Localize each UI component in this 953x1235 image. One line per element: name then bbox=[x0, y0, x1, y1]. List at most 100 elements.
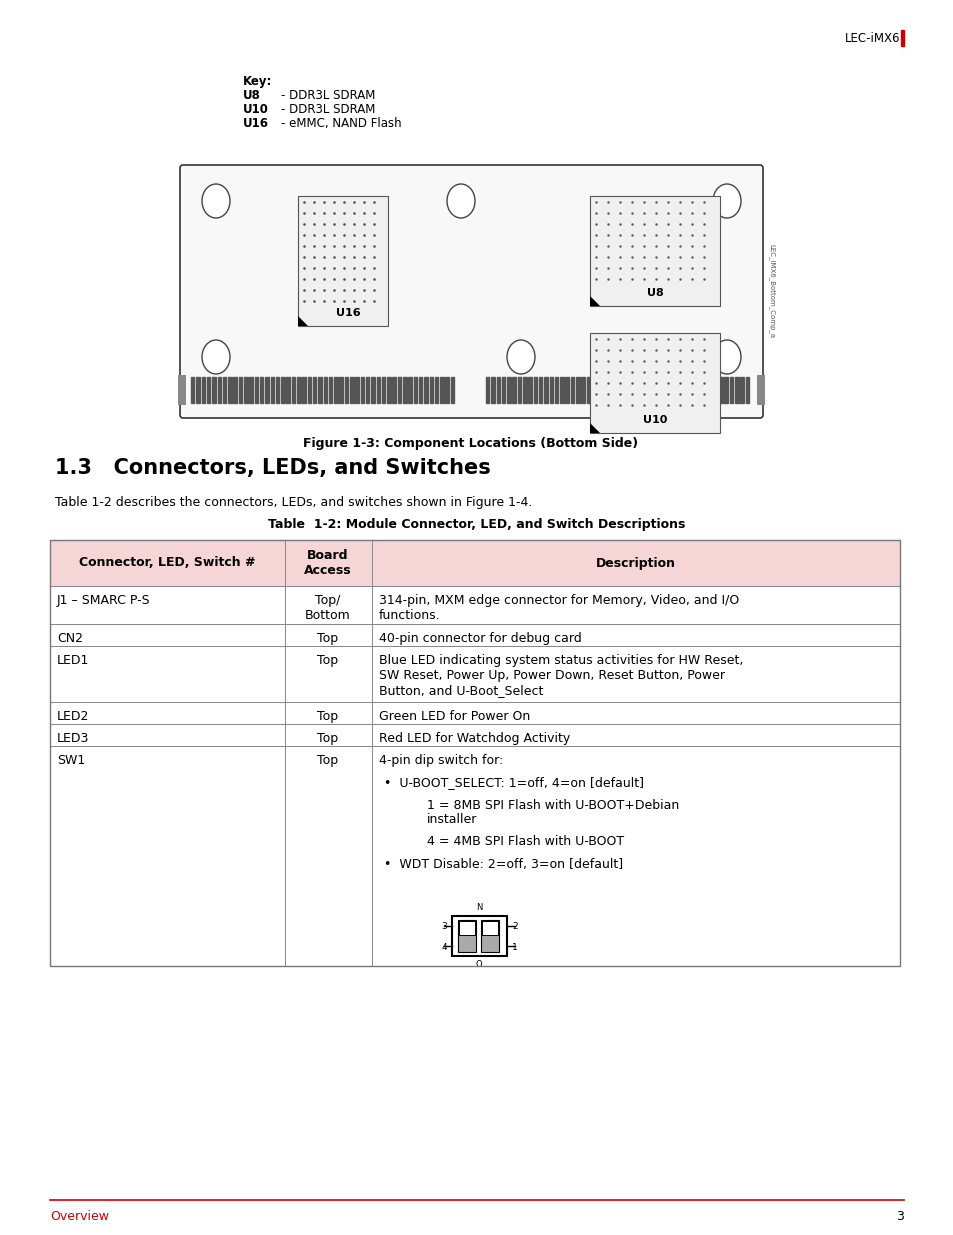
Bar bbox=[381, 377, 385, 403]
Text: Red LED for Watchdog Activity: Red LED for Watchdog Activity bbox=[378, 732, 570, 745]
Text: LED2: LED2 bbox=[57, 710, 90, 722]
Text: U16: U16 bbox=[243, 117, 269, 130]
Text: Blue LED indicating system status activities for HW Reset,
SW Reset, Power Up, P: Blue LED indicating system status activi… bbox=[378, 655, 742, 697]
Text: Top: Top bbox=[317, 755, 338, 767]
Bar bbox=[196, 377, 199, 403]
Ellipse shape bbox=[712, 340, 740, 374]
Bar bbox=[713, 377, 717, 403]
Bar bbox=[485, 377, 489, 403]
Bar bbox=[565, 377, 568, 403]
Bar bbox=[623, 377, 627, 403]
Bar bbox=[275, 377, 279, 403]
Bar bbox=[207, 377, 211, 403]
Text: 3: 3 bbox=[895, 1210, 903, 1223]
Bar bbox=[360, 377, 364, 403]
Text: •  U-BOOT_SELECT: 1=off, 4=on [default]: • U-BOOT_SELECT: 1=off, 4=on [default] bbox=[384, 777, 643, 789]
Bar bbox=[735, 377, 738, 403]
Text: 40-pin connector for debug card: 40-pin connector for debug card bbox=[378, 632, 581, 645]
Bar bbox=[339, 377, 342, 403]
Bar bbox=[491, 377, 495, 403]
Bar bbox=[217, 377, 221, 403]
Bar bbox=[296, 377, 300, 403]
Text: 4 = 4MB SPI Flash with U-BOOT: 4 = 4MB SPI Flash with U-BOOT bbox=[427, 835, 623, 848]
Text: 3: 3 bbox=[441, 923, 447, 931]
Bar bbox=[297, 196, 388, 326]
Text: LEC_iMX6_Bottom_Comp_a: LEC_iMX6_Bottom_Comp_a bbox=[768, 245, 775, 338]
Text: LED3: LED3 bbox=[57, 732, 90, 745]
Bar bbox=[687, 377, 690, 403]
Bar bbox=[313, 377, 316, 403]
Bar bbox=[424, 377, 427, 403]
Text: Figure 1-3: Component Locations (Bottom Side): Figure 1-3: Component Locations (Bottom … bbox=[303, 437, 638, 450]
Bar bbox=[271, 377, 274, 403]
Text: Top: Top bbox=[317, 710, 338, 722]
Text: U10: U10 bbox=[642, 415, 666, 425]
Bar bbox=[607, 377, 611, 403]
Text: 4: 4 bbox=[441, 944, 447, 952]
Bar bbox=[50, 646, 899, 701]
Bar bbox=[450, 377, 454, 403]
Bar bbox=[244, 377, 247, 403]
Text: LED1: LED1 bbox=[57, 655, 90, 667]
Bar bbox=[533, 377, 537, 403]
Bar bbox=[576, 377, 579, 403]
Bar bbox=[286, 377, 290, 403]
Text: U10: U10 bbox=[243, 103, 269, 116]
Bar bbox=[692, 377, 696, 403]
Text: 4-pin dip switch for:: 4-pin dip switch for: bbox=[378, 755, 503, 767]
Bar bbox=[528, 377, 532, 403]
Text: SW1: SW1 bbox=[57, 755, 85, 767]
Text: 1.3   Connectors, LEDs, and Switches: 1.3 Connectors, LEDs, and Switches bbox=[55, 458, 490, 478]
Bar bbox=[538, 377, 542, 403]
Polygon shape bbox=[297, 316, 308, 326]
Ellipse shape bbox=[202, 184, 230, 219]
Bar bbox=[507, 377, 510, 403]
Bar bbox=[50, 540, 899, 585]
Text: U16: U16 bbox=[335, 308, 360, 317]
Bar bbox=[570, 377, 574, 403]
Polygon shape bbox=[589, 296, 599, 306]
Text: CN2: CN2 bbox=[57, 632, 83, 645]
Bar bbox=[497, 377, 499, 403]
Bar bbox=[644, 377, 648, 403]
Bar bbox=[178, 375, 186, 405]
Bar bbox=[350, 377, 354, 403]
Bar bbox=[392, 377, 395, 403]
Bar bbox=[650, 377, 653, 403]
Bar bbox=[458, 921, 475, 935]
Bar bbox=[259, 377, 263, 403]
Bar bbox=[414, 377, 416, 403]
Bar bbox=[397, 377, 401, 403]
Bar bbox=[344, 377, 348, 403]
Text: Table  1-2: Module Connector, LED, and Switch Descriptions: Table 1-2: Module Connector, LED, and Sw… bbox=[268, 517, 685, 531]
Bar bbox=[456, 374, 484, 406]
Bar bbox=[580, 377, 584, 403]
Bar bbox=[191, 377, 194, 403]
Bar bbox=[665, 377, 669, 403]
Bar bbox=[480, 920, 498, 952]
Bar bbox=[729, 377, 733, 403]
Bar bbox=[740, 377, 743, 403]
Text: - DDR3L SDRAM: - DDR3L SDRAM bbox=[281, 89, 375, 103]
Bar bbox=[628, 377, 632, 403]
Bar bbox=[238, 377, 242, 403]
Bar bbox=[586, 377, 590, 403]
Bar bbox=[900, 30, 903, 46]
Text: Table 1-2 describes the connectors, LEDs, and switches shown in Figure 1-4.: Table 1-2 describes the connectors, LEDs… bbox=[55, 496, 532, 509]
Bar bbox=[676, 377, 679, 403]
Text: installer: installer bbox=[427, 813, 476, 826]
Bar bbox=[517, 377, 520, 403]
Bar bbox=[254, 377, 258, 403]
Bar bbox=[512, 377, 516, 403]
Bar bbox=[233, 377, 236, 403]
Text: LEC-iMX6: LEC-iMX6 bbox=[843, 32, 899, 44]
Bar bbox=[318, 377, 321, 403]
Text: Green LED for Power On: Green LED for Power On bbox=[378, 710, 530, 722]
Bar bbox=[501, 377, 505, 403]
Bar bbox=[671, 377, 675, 403]
Text: Top: Top bbox=[317, 732, 338, 745]
FancyBboxPatch shape bbox=[180, 165, 762, 417]
Bar bbox=[589, 333, 720, 433]
Text: Top: Top bbox=[317, 632, 338, 645]
Bar bbox=[660, 377, 663, 403]
